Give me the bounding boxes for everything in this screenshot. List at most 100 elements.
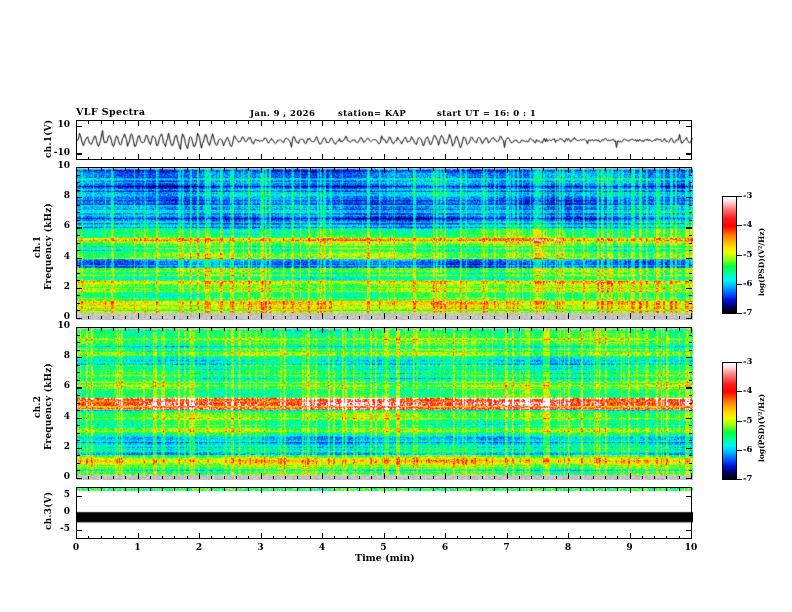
colorbar-tick-label: -5 (743, 249, 753, 260)
y-tick (76, 478, 82, 480)
x-tick-label: 10 (684, 543, 698, 553)
x-tick (272, 487, 274, 491)
x-tick (260, 327, 262, 333)
x-tick (432, 487, 434, 491)
x-tick (137, 473, 139, 479)
x-tick-label: 9 (626, 543, 633, 553)
colorbar-ch2-gradient (723, 363, 736, 479)
x-tick (223, 120, 225, 124)
x-tick (678, 475, 680, 479)
x-tick (617, 315, 619, 319)
x-tick (629, 167, 631, 173)
x-tick (199, 167, 201, 173)
x-tick (481, 120, 483, 124)
x-tick (149, 535, 151, 539)
y-tick (76, 318, 82, 320)
y-tick (76, 387, 82, 389)
x-tick (100, 120, 102, 124)
x-tick (235, 315, 237, 319)
x-tick (445, 327, 447, 333)
x-tick (383, 167, 385, 173)
x-tick (445, 120, 447, 126)
y-tick (76, 272, 80, 274)
x-tick (223, 156, 225, 160)
colorbar-tick (737, 391, 742, 393)
colorbar-tick (737, 479, 742, 481)
x-tick (346, 327, 348, 331)
x-tick (297, 120, 299, 124)
x-tick (309, 156, 311, 160)
x-tick (346, 156, 348, 160)
x-tick (420, 120, 422, 124)
x-tick (543, 327, 545, 331)
x-tick (617, 167, 619, 171)
x-tick (223, 475, 225, 479)
x-tick (408, 475, 410, 479)
x-tick (457, 475, 459, 479)
x-tick (629, 120, 631, 126)
x-tick (604, 120, 606, 124)
y-tick (76, 372, 80, 374)
x-tick (272, 167, 274, 171)
y-tick-label: 8 (63, 191, 70, 202)
x-tick (580, 487, 582, 491)
x-tick (543, 120, 545, 124)
x-tick (580, 156, 582, 160)
y-tick (688, 212, 692, 214)
colorbar-tick (737, 283, 742, 285)
x-tick (555, 535, 557, 539)
y-tick (76, 364, 80, 366)
panel-ch2-spec-ylabel-chan: ch.2 (33, 395, 43, 418)
x-tick (174, 475, 176, 479)
x-tick (445, 154, 447, 160)
x-tick (76, 167, 78, 173)
x-tick (186, 327, 188, 331)
figure-start-ut: start UT = 16: 0 : 1 (437, 109, 537, 119)
x-tick (137, 327, 139, 333)
x-tick (297, 475, 299, 479)
x-tick (211, 315, 213, 319)
x-tick (199, 313, 201, 319)
x-tick (445, 487, 447, 493)
y-tick (686, 227, 692, 229)
x-tick (186, 487, 188, 491)
x-tick (309, 167, 311, 171)
x-tick (346, 167, 348, 171)
x-tick (174, 535, 176, 539)
y-tick (686, 495, 692, 497)
x-tick (383, 313, 385, 319)
colorbar-tick-label: -3 (743, 191, 753, 201)
x-tick (186, 120, 188, 124)
y-tick (688, 342, 692, 344)
x-tick (334, 156, 336, 160)
x-tick (285, 167, 287, 171)
x-tick (100, 156, 102, 160)
x-tick (322, 487, 324, 493)
y-tick-label: 2 (63, 281, 70, 292)
y-tick (688, 265, 692, 267)
x-tick (420, 487, 422, 491)
x-tick (691, 154, 693, 160)
x-tick (322, 154, 324, 160)
y-tick-label: 10 (57, 161, 70, 171)
x-tick (666, 315, 668, 319)
x-tick (617, 475, 619, 479)
y-tick (688, 470, 692, 472)
x-tick (137, 120, 139, 126)
x-tick (666, 475, 668, 479)
x-tick (371, 475, 373, 479)
x-tick (691, 473, 693, 479)
x-tick (592, 167, 594, 171)
x-tick (211, 535, 213, 539)
y-tick (76, 529, 82, 531)
x-tick (297, 156, 299, 160)
x-tick (112, 156, 114, 160)
x-tick (383, 533, 385, 539)
x-tick (654, 535, 656, 539)
x-tick (568, 120, 570, 126)
x-tick (322, 313, 324, 319)
x-tick (383, 487, 385, 493)
y-tick (688, 280, 692, 282)
y-tick (76, 280, 80, 282)
y-tick (688, 204, 692, 206)
